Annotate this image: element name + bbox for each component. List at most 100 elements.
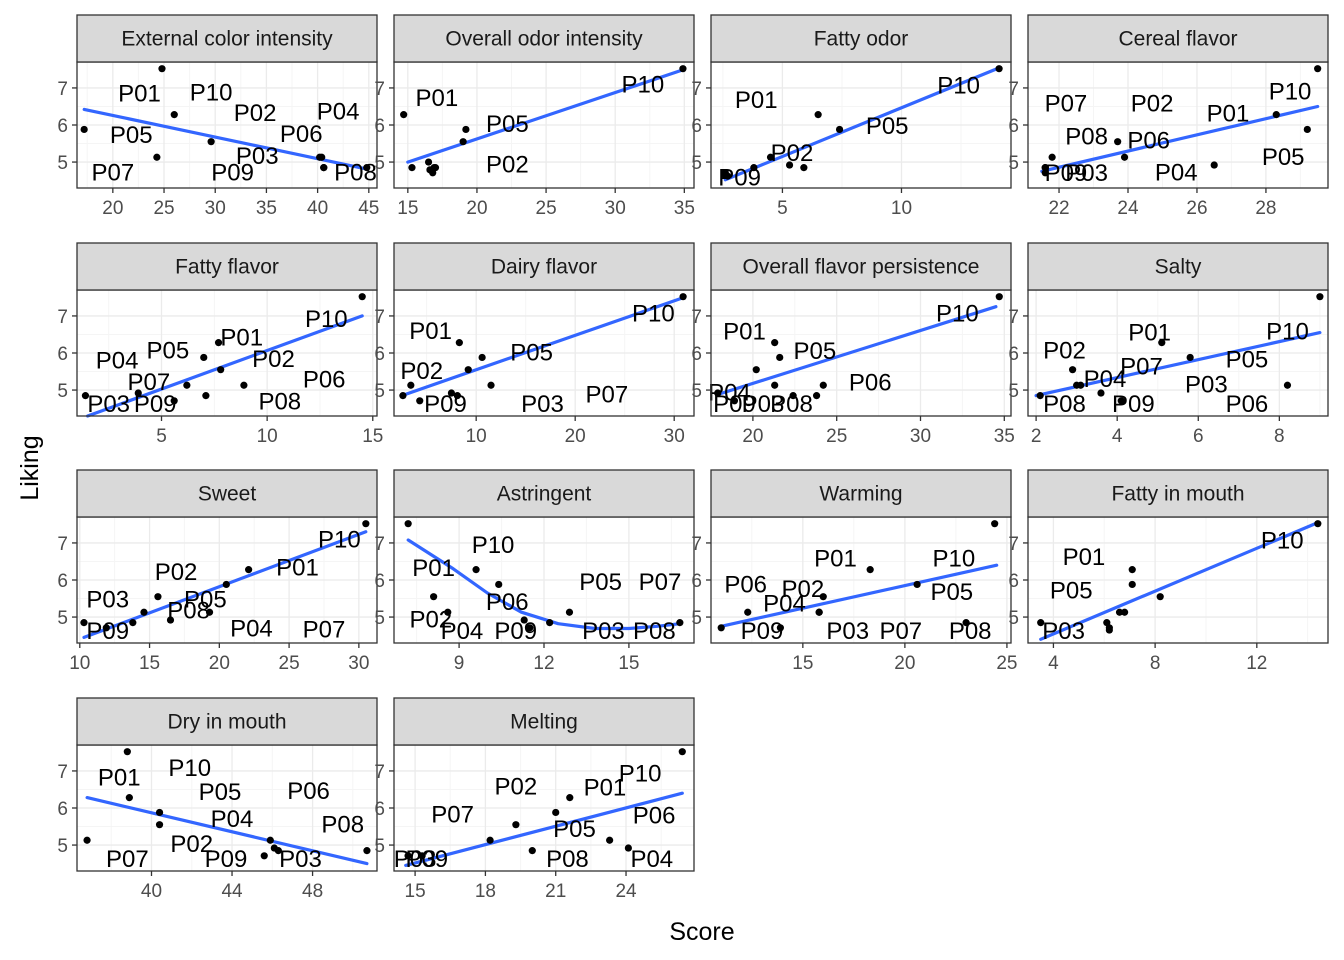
point-label: P10 [472,532,515,559]
fit-line [406,538,682,631]
x-tick-label: 10 [69,653,90,674]
point-label: P05 [110,122,153,149]
point-label: P05 [510,339,553,366]
y-tick-label: 7 [57,79,68,100]
point-label: P07 [586,382,629,409]
data-point [552,808,560,817]
data-point [166,616,175,624]
data-point [776,353,784,362]
point-label: P04 [230,616,273,643]
x-tick-label: 25 [826,426,847,447]
data-point [430,593,438,601]
facet-strip [393,242,695,291]
y-tick-label: 7 [57,762,68,783]
x-tick-label: 20 [742,426,763,447]
data-point [1068,366,1077,374]
point-label: P01 [118,81,161,108]
y-tick-label: 6 [691,116,702,137]
facet-strip [76,697,378,746]
data-point [1314,65,1322,73]
fit-line [716,305,998,397]
x-tick-label: 8 [1150,653,1161,674]
data-point [913,580,921,589]
x-tick-label: 4 [1112,426,1123,447]
data-point [407,381,415,389]
y-tick-label: 7 [57,307,68,328]
point-label: P05 [930,579,973,606]
data-point [606,836,614,844]
x-tick-label: 26 [1186,198,1207,219]
point-label: P08 [633,618,676,645]
fit-line [1040,104,1320,173]
data-point [624,844,632,852]
x-tick-label: 30 [910,426,931,447]
point-label: P09 [713,391,756,418]
data-point [676,619,684,627]
point-label: P10 [933,546,976,573]
point-label: P02 [400,358,443,385]
facet-strip-label: Salty [1155,256,1202,279]
point-label: P07 [1120,353,1163,380]
y-tick-label: 7 [691,307,702,328]
facet-strip-label: Overall odor intensity [445,28,643,51]
facet-panel: P01 P05 P10 P03 Fatty in mouth 5 6 7 4 8 12 [1008,469,1329,674]
point-label: P09 [211,159,254,186]
data-point [678,748,686,756]
x-tick-label: 25 [279,653,300,674]
facet-strip-label: Overall flavor persistence [743,256,980,279]
facet-strip-label: Fatty flavor [175,256,279,279]
point-label: P08 [949,618,992,645]
point-label: P05 [1262,144,1305,171]
x-tick-label: 44 [221,881,243,902]
point-label: P07 [106,846,149,873]
y-tick-label: 5 [691,381,702,402]
point-label: P10 [168,755,211,782]
y-tick-label: 5 [374,836,385,857]
x-tick-label: 20 [565,426,586,447]
fit-line [406,67,686,164]
point-label: P08 [321,811,364,838]
data-point [404,520,412,528]
point-label: P10 [318,527,361,554]
point-label: P02 [234,100,277,127]
fit-line [1039,520,1320,641]
y-tick-label: 5 [57,153,68,174]
point-label: P01 [276,554,319,581]
x-tick-label: 10 [466,426,487,447]
y-tick-label: 6 [57,344,68,365]
x-tick-label: 48 [302,881,323,902]
x-tick-label: 25 [536,198,557,219]
data-point [170,397,178,405]
facet-strip [393,697,695,746]
x-tick-label: 20 [209,653,230,674]
point-label: P06 [303,367,346,394]
point-label: P10 [1266,319,1309,346]
point-label: P08 [167,597,210,624]
x-tick-label: 35 [256,198,277,219]
point-label: P03 [582,618,625,645]
point-label: P06 [1226,391,1269,418]
data-point [1041,164,1049,172]
facet-panel: P01 P05 P10 P04 P02 P07 P06 P03 P09 P08 Fatty flav… [57,242,383,447]
x-tick-label: 15 [618,653,639,674]
facet-strip-label: Fatty in mouth [1111,483,1244,506]
y-tick-label: 5 [691,153,702,174]
data-point [200,353,208,362]
data-point [125,794,133,802]
y-tick-label: 6 [57,116,68,137]
x-tick-label: 15 [397,198,418,219]
point-label: P05 [553,816,596,843]
point-label: P05 [184,587,227,614]
y-tick-label: 7 [374,762,385,783]
point-label: P01 [584,775,627,802]
facet-strip-label: External color intensity [121,28,333,51]
data-point [750,164,758,172]
point-label: P07 [303,616,346,643]
data-point [1272,111,1280,119]
y-tick-label: 5 [374,153,385,174]
y-tick-label: 6 [374,344,385,365]
x-tick-label: 5 [156,426,167,447]
point-label: P07 [91,159,134,186]
